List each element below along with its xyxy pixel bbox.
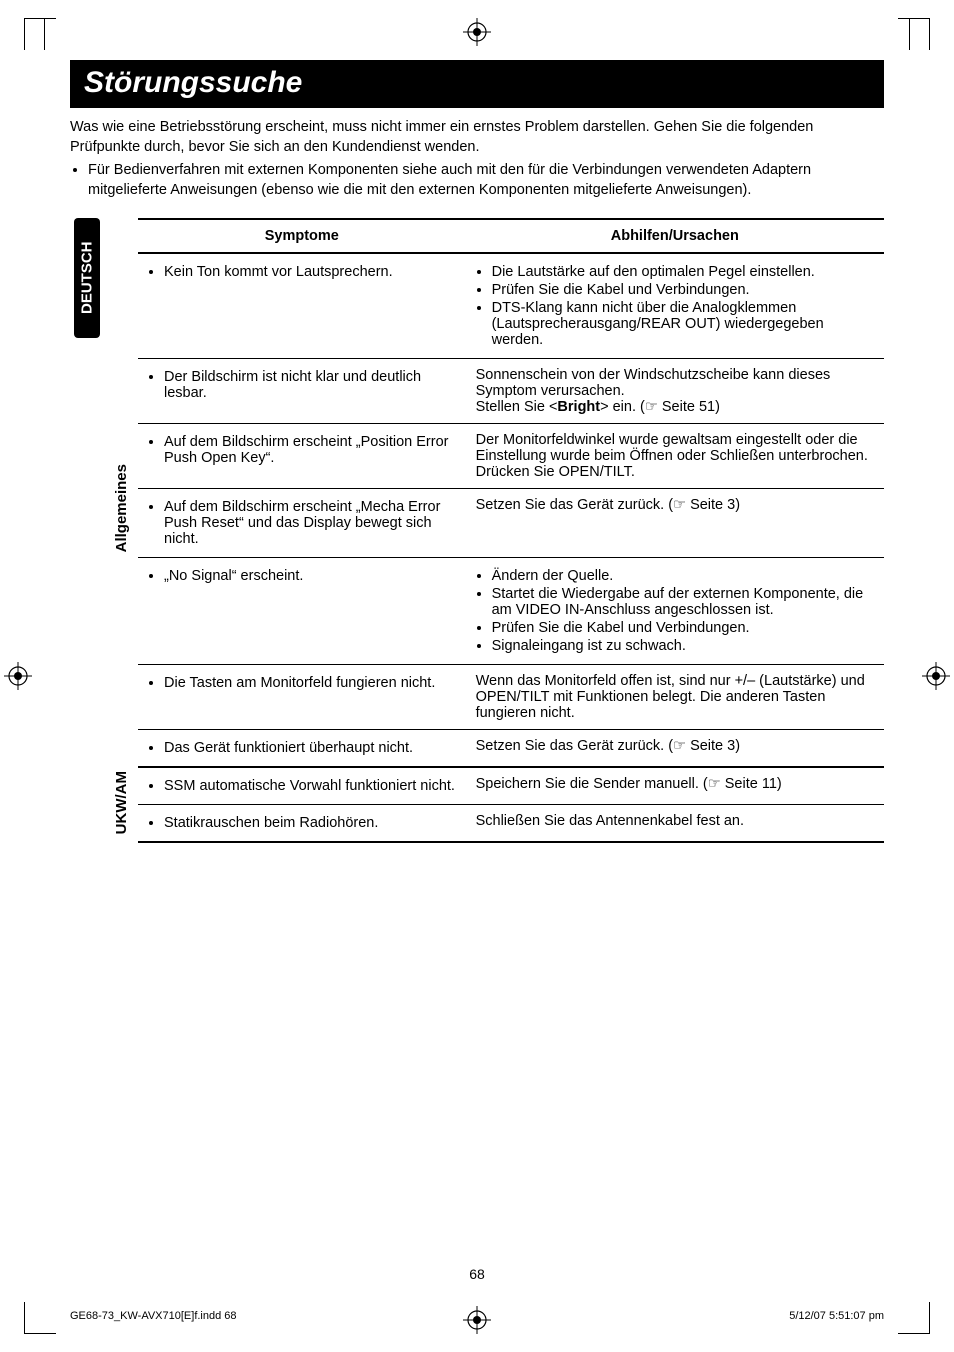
- registration-mark-icon: [922, 662, 950, 690]
- table-header-remedy: Abhilfen/Ursachen: [466, 219, 884, 253]
- group-label: UKW/AM: [113, 771, 130, 834]
- crop-mark: [892, 18, 910, 50]
- symptom-item: Auf dem Bildschirm erscheint „Position E…: [164, 434, 456, 466]
- group-label-cell: UKW/AM: [104, 767, 138, 842]
- symptom-cell: SSM automatische Vorwahl funktioniert ni…: [138, 767, 466, 805]
- intro-block: Was wie eine Betriebsstörung erscheint, …: [70, 118, 884, 200]
- table-row: Statikrauschen beim Radiohören. Schließen…: [104, 805, 884, 843]
- remedy-cell: Wenn das Monitorfeld offen ist, sind nur…: [466, 665, 884, 730]
- remedy-cell: Die Lautstärke auf den optimalen Pegel e…: [466, 253, 884, 359]
- symptom-cell: Kein Ton kommt vor Lautsprechern.: [138, 253, 466, 359]
- symptom-item: SSM automatische Vorwahl funktioniert ni…: [164, 778, 456, 794]
- table-column: Symptome Abhilfen/Ursachen AllgemeinesKe…: [104, 218, 884, 843]
- footer-filename: GE68-73_KW-AVX710[E]f.indd 68: [70, 1310, 237, 1322]
- remedy-item: Prüfen Sie die Kabel und Verbindungen.: [492, 282, 874, 298]
- remedy-item: Ändern der Quelle.: [492, 568, 874, 584]
- symptom-item: Der Bildschirm ist nicht klar und deutli…: [164, 369, 456, 401]
- remedy-cell: Schließen Sie das Antennenkabel fest an.: [466, 805, 884, 843]
- language-tab: DEUTSCH: [74, 218, 100, 338]
- remedy-cell: Setzen Sie das Gerät zurück. (☞ Seite 3): [466, 489, 884, 558]
- table-row: Der Bildschirm ist nicht klar und deutli…: [104, 359, 884, 424]
- registration-mark-icon: [4, 662, 32, 690]
- table-header-symptom: Symptome: [138, 219, 466, 253]
- page: Störungssuche Was wie eine Betriebsstöru…: [0, 0, 954, 1352]
- table-row: UKW/AMSSM automatische Vorwahl funktioni…: [104, 767, 884, 805]
- language-tab-column: DEUTSCH: [70, 218, 104, 843]
- troubleshooting-table: Symptome Abhilfen/Ursachen AllgemeinesKe…: [104, 218, 884, 843]
- symptom-cell: Auf dem Bildschirm erscheint „Position E…: [138, 424, 466, 489]
- content-row: DEUTSCH Symptome Abhilfen/Ursachen Allge…: [70, 218, 884, 843]
- table-row: Die Tasten am Monitorfeld fungieren nich…: [104, 665, 884, 730]
- symptom-cell: „No Signal“ erscheint.: [138, 558, 466, 665]
- symptom-item: Die Tasten am Monitorfeld fungieren nich…: [164, 675, 456, 691]
- symptom-item: Auf dem Bildschirm erscheint „Mecha Erro…: [164, 499, 456, 547]
- intro-text: Was wie eine Betriebsstörung erscheint, …: [70, 118, 884, 157]
- symptom-cell: Der Bildschirm ist nicht klar und deutli…: [138, 359, 466, 424]
- symptom-item: Das Gerät funktioniert überhaupt nicht.: [164, 740, 456, 756]
- intro-bullet: Für Bedienverfahren mit externen Kompone…: [88, 161, 884, 200]
- remedy-cell: Sonnenschein von der Windschutzscheibe k…: [466, 359, 884, 424]
- table-corner: [104, 219, 138, 253]
- registration-mark-icon: [463, 1306, 491, 1334]
- group-label: Allgemeines: [113, 464, 130, 552]
- table-row: Das Gerät funktioniert überhaupt nicht. S…: [104, 730, 884, 768]
- table-row: Auf dem Bildschirm erscheint „Position E…: [104, 424, 884, 489]
- remedy-item: DTS-Klang kann nicht über die Analogklem…: [492, 300, 874, 348]
- registration-mark-icon: [463, 18, 491, 46]
- remedy-cell: Setzen Sie das Gerät zurück. (☞ Seite 3): [466, 730, 884, 768]
- remedy-cell: Speichern Sie die Sender manuell. (☞ Sei…: [466, 767, 884, 805]
- symptom-cell: Auf dem Bildschirm erscheint „Mecha Erro…: [138, 489, 466, 558]
- symptom-cell: Statikrauschen beim Radiohören.: [138, 805, 466, 843]
- symptom-item: „No Signal“ erscheint.: [164, 568, 456, 584]
- symptom-cell: Das Gerät funktioniert überhaupt nicht.: [138, 730, 466, 768]
- remedy-item: Prüfen Sie die Kabel und Verbindungen.: [492, 620, 874, 636]
- table-row: AllgemeinesKein Ton kommt vor Lautsprech…: [104, 253, 884, 359]
- symptom-item: Statikrauschen beim Radiohören.: [164, 815, 456, 831]
- remedy-item: Signaleingang ist zu schwach.: [492, 638, 874, 654]
- page-title: Störungssuche: [70, 60, 884, 108]
- group-label-cell: Allgemeines: [104, 253, 138, 767]
- footer-timestamp: 5/12/07 5:51:07 pm: [789, 1310, 884, 1322]
- crop-mark: [898, 1302, 930, 1334]
- remedy-item: Die Lautstärke auf den optimalen Pegel e…: [492, 264, 874, 280]
- symptom-cell: Die Tasten am Monitorfeld fungieren nich…: [138, 665, 466, 730]
- remedy-cell: Ändern der Quelle. Startet die Wiedergabe…: [466, 558, 884, 665]
- table-row: „No Signal“ erscheint. Ändern der Quelle.…: [104, 558, 884, 665]
- crop-mark: [24, 1302, 56, 1334]
- crop-mark: [44, 18, 62, 50]
- table-row: Auf dem Bildschirm erscheint „Mecha Erro…: [104, 489, 884, 558]
- page-number: 68: [469, 1266, 485, 1282]
- remedy-cell: Der Monitorfeldwinkel wurde gewaltsam ei…: [466, 424, 884, 489]
- remedy-item: Startet die Wiedergabe auf der externen …: [492, 586, 874, 618]
- symptom-item: Kein Ton kommt vor Lautsprechern.: [164, 264, 456, 280]
